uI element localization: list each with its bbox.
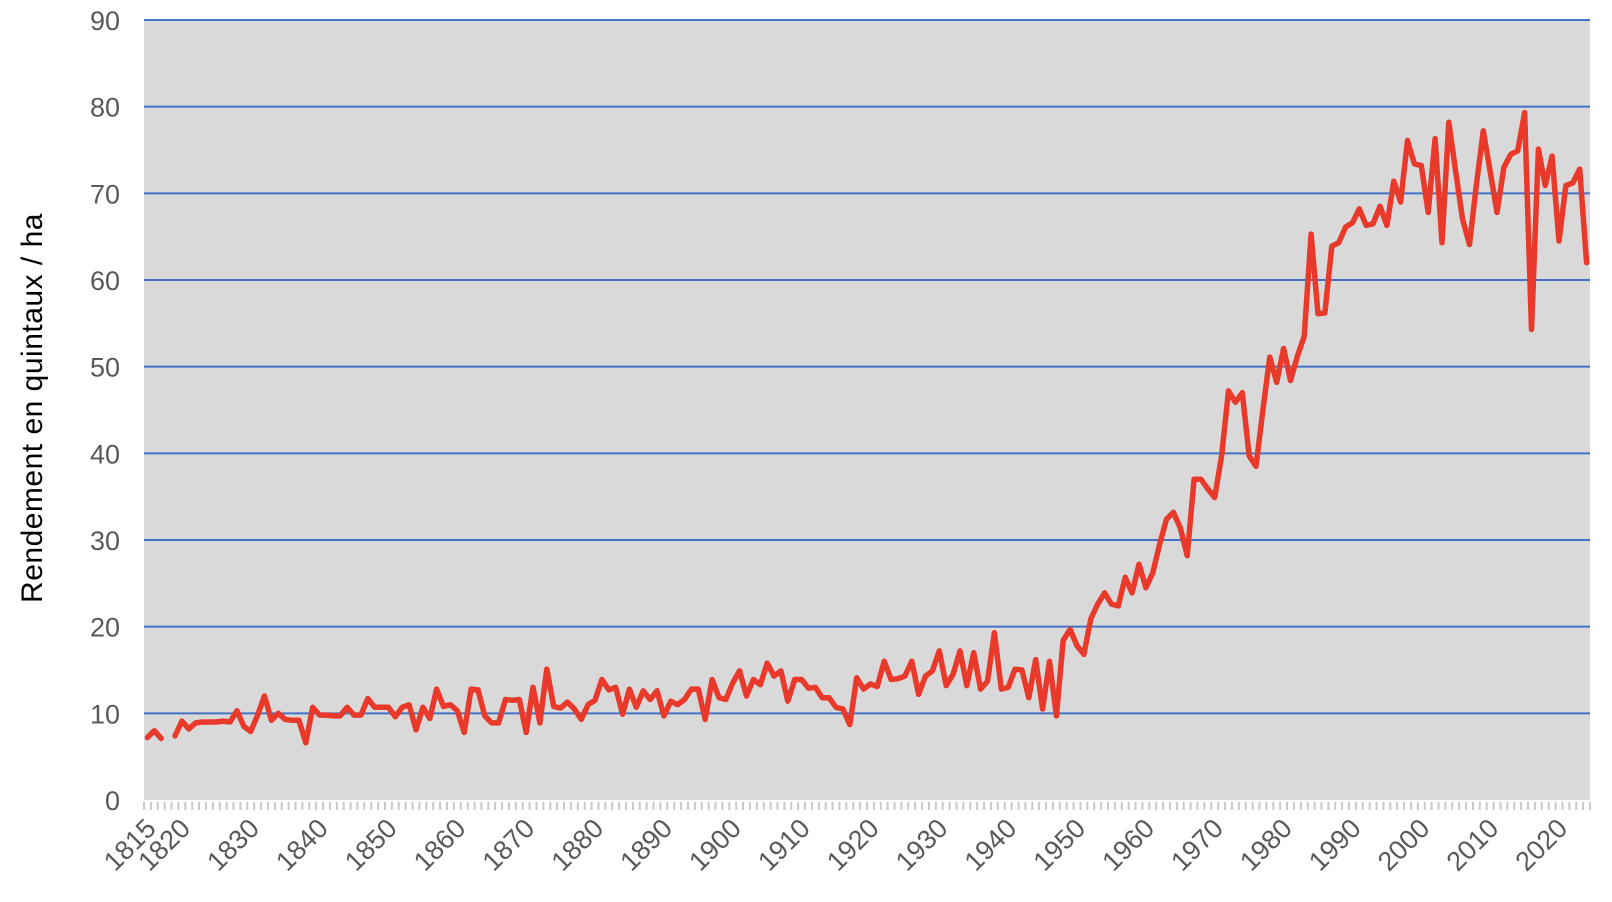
x-tick-label-1830: 1830 bbox=[201, 813, 265, 877]
x-tick-label-1840: 1840 bbox=[270, 813, 334, 877]
y-tick-label-20: 20 bbox=[90, 613, 120, 643]
y-tick-label-30: 30 bbox=[90, 526, 120, 556]
x-tick-label-1960: 1960 bbox=[1096, 813, 1160, 877]
y-tick-label-60: 60 bbox=[90, 266, 120, 296]
plot-background bbox=[144, 20, 1590, 800]
x-tick-label-1930: 1930 bbox=[890, 813, 954, 877]
y-tick-label-50: 50 bbox=[90, 353, 120, 383]
x-tick-label-1940: 1940 bbox=[959, 813, 1023, 877]
x-tick-label-1920: 1920 bbox=[821, 813, 885, 877]
y-axis-title: Rendement en quintaux / ha bbox=[16, 213, 49, 603]
x-tick-label-1970: 1970 bbox=[1165, 813, 1229, 877]
x-tick-label-1870: 1870 bbox=[477, 813, 541, 877]
x-tick-label-2020: 2020 bbox=[1510, 813, 1574, 877]
x-tick-label-1890: 1890 bbox=[614, 813, 678, 877]
y-tick-label-40: 40 bbox=[90, 439, 120, 469]
x-tick-label-2010: 2010 bbox=[1441, 813, 1505, 877]
series-line-rendement bbox=[144, 109, 1590, 746]
y-tick-label-70: 70 bbox=[90, 179, 120, 209]
y-tick-label-10: 10 bbox=[90, 699, 120, 729]
x-tick-label-1950: 1950 bbox=[1028, 813, 1092, 877]
x-tick-label-1900: 1900 bbox=[683, 813, 747, 877]
x-tick-label-2000: 2000 bbox=[1372, 813, 1436, 877]
y-tick-label-0: 0 bbox=[105, 786, 120, 816]
x-tick-label-1850: 1850 bbox=[339, 813, 403, 877]
x-tick-label-1990: 1990 bbox=[1303, 813, 1367, 877]
x-tick-label-1860: 1860 bbox=[408, 813, 472, 877]
x-tick-label-1910: 1910 bbox=[752, 813, 816, 877]
y-tick-label-90: 90 bbox=[90, 6, 120, 36]
x-tick-label-1880: 1880 bbox=[546, 813, 610, 877]
y-tick-label-80: 80 bbox=[90, 93, 120, 123]
x-tick-label-1980: 1980 bbox=[1234, 813, 1298, 877]
